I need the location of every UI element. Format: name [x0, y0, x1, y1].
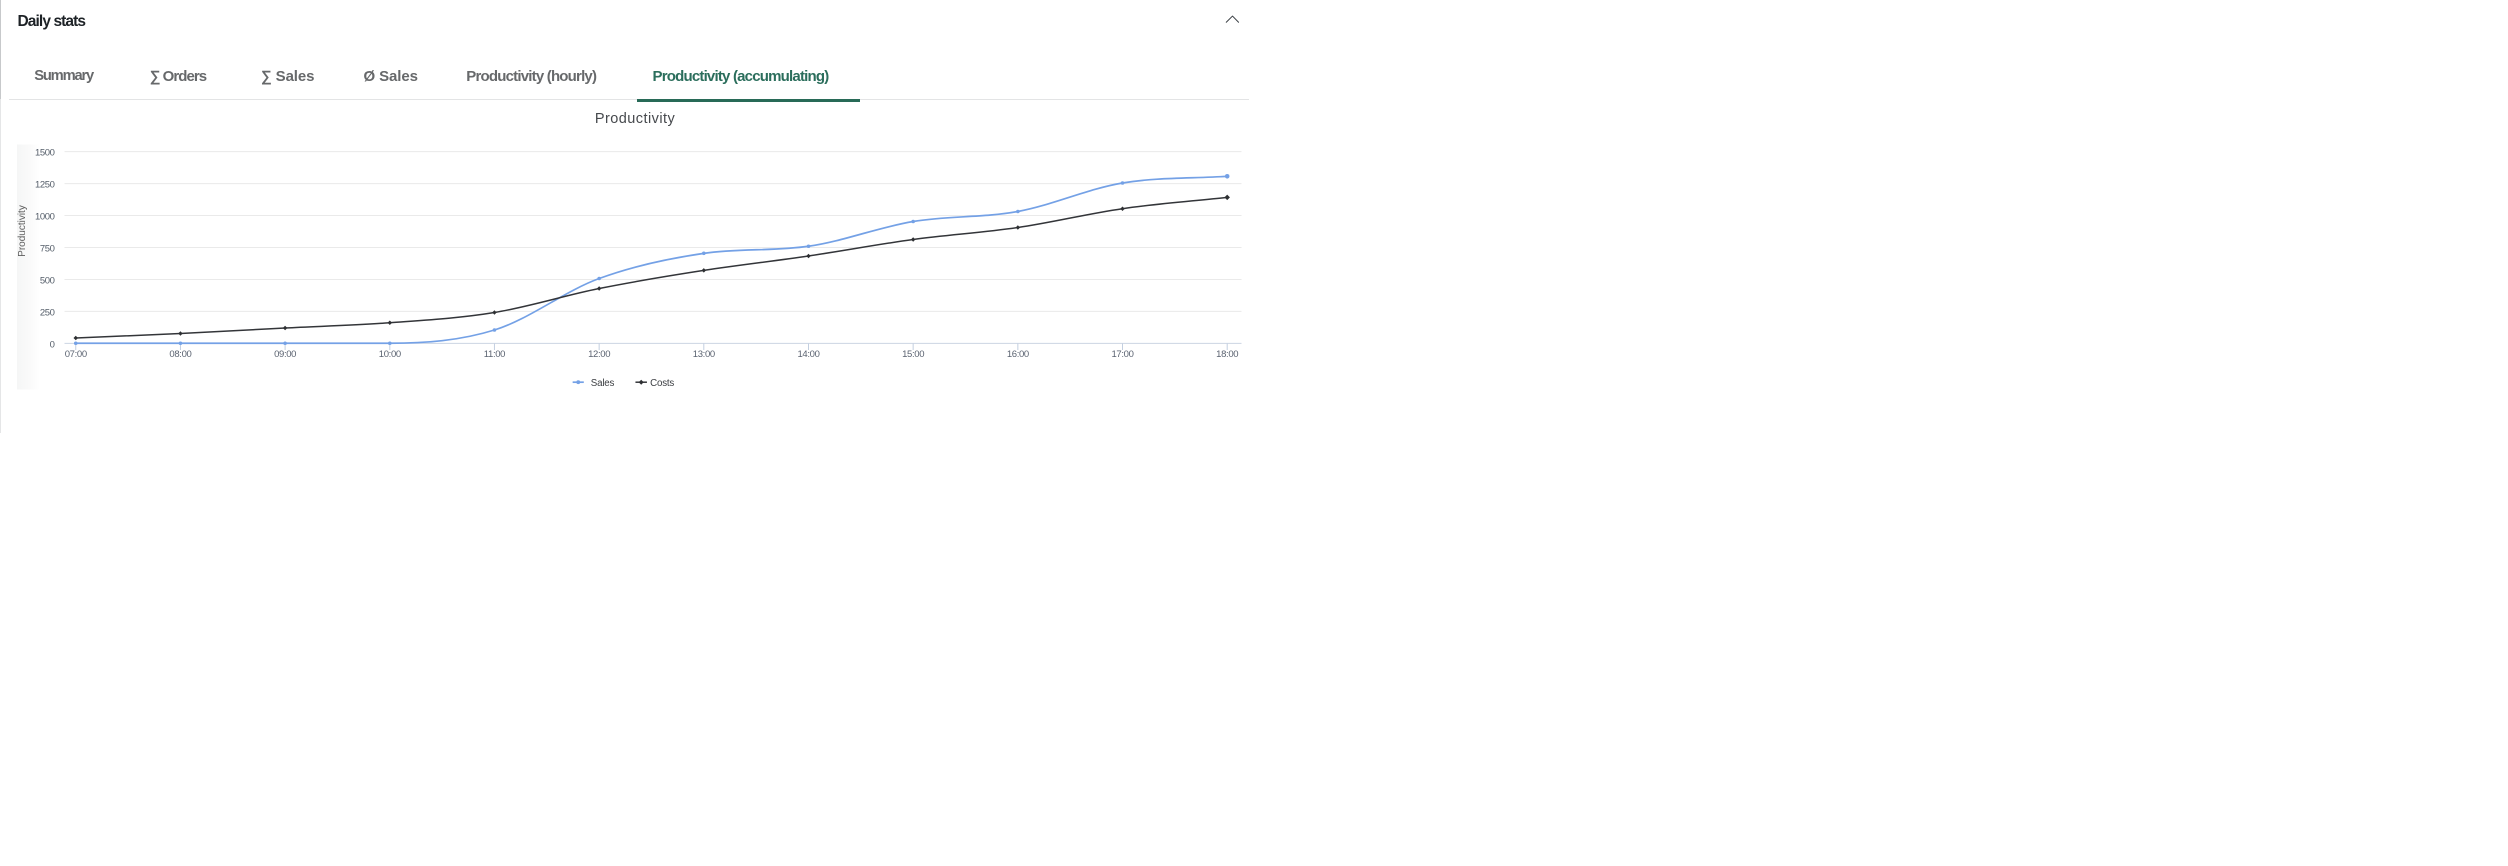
svg-text:250: 250 [40, 307, 55, 318]
svg-text:500: 500 [40, 275, 55, 286]
svg-text:15:00: 15:00 [902, 349, 924, 360]
svg-text:Productivity: Productivity [17, 205, 28, 257]
svg-text:10:00: 10:00 [379, 349, 401, 360]
svg-text:11:00: 11:00 [484, 349, 505, 360]
svg-text:Sales: Sales [591, 378, 615, 389]
svg-text:750: 750 [40, 243, 55, 254]
svg-text:1500: 1500 [35, 148, 55, 159]
svg-text:07:00: 07:00 [65, 349, 87, 360]
svg-text:13:00: 13:00 [693, 349, 715, 360]
svg-text:14:00: 14:00 [797, 349, 819, 360]
svg-text:09:00: 09:00 [274, 349, 296, 360]
svg-text:1000: 1000 [35, 212, 55, 223]
svg-text:1250: 1250 [35, 180, 55, 191]
svg-text:0: 0 [50, 339, 55, 350]
svg-text:17:00: 17:00 [1111, 349, 1133, 360]
svg-text:18:00: 18:00 [1216, 349, 1238, 360]
svg-text:16:00: 16:00 [1007, 349, 1029, 360]
svg-text:12:00: 12:00 [588, 349, 610, 360]
svg-text:08:00: 08:00 [169, 349, 191, 360]
svg-text:Productivity: Productivity [595, 111, 676, 127]
svg-text:Costs: Costs [650, 378, 674, 389]
